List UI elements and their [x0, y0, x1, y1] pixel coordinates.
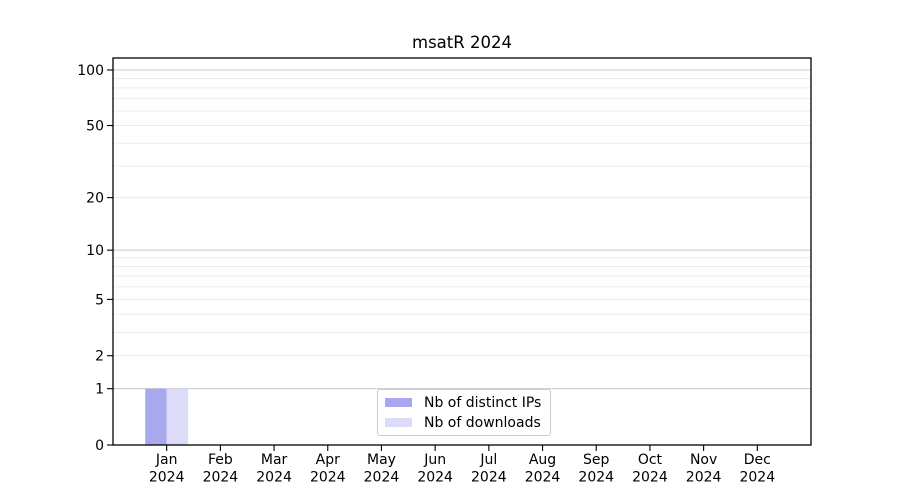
x-tick-label-month: Aug — [529, 452, 556, 468]
x-tick-label-month: Oct — [638, 452, 663, 468]
bar-nb-of-downloads-jan-2024 — [166, 388, 189, 445]
y-tick-label: 20 — [86, 191, 104, 207]
x-tick-label-year: 2024 — [471, 470, 507, 486]
y-tick-label: 10 — [86, 243, 104, 259]
x-tick-label-month: Jan — [155, 452, 178, 468]
x-tick-label-month: Feb — [208, 452, 233, 468]
x-tick-label-year: 2024 — [310, 470, 346, 486]
chart-title: msatR 2024 — [412, 33, 512, 52]
plot-frame — [112, 57, 812, 446]
y-tick-label: 5 — [95, 292, 104, 308]
x-tick-label-month: May — [367, 452, 396, 468]
legend-swatch-distinct-ips — [385, 398, 412, 407]
x-tick-label-month: Nov — [690, 452, 717, 468]
y-tick-label: 100 — [77, 63, 104, 79]
legend-item-distinct-ips: Nb of distinct IPs — [385, 395, 542, 411]
legend-item-downloads: Nb of downloads — [385, 415, 542, 431]
legend-swatch-downloads — [385, 418, 412, 427]
x-tick-label-year: 2024 — [364, 470, 400, 486]
x-tick-label-month: Sep — [583, 452, 610, 468]
x-tick-label-month: Jul — [479, 452, 497, 468]
x-tick-label-year: 2024 — [203, 470, 239, 486]
y-tick-label: 50 — [86, 119, 104, 135]
x-tick-label-month: Jun — [423, 452, 446, 468]
x-tick-label-year: 2024 — [632, 470, 668, 486]
y-tick-label: 1 — [95, 382, 104, 398]
x-tick-label-year: 2024 — [578, 470, 614, 486]
x-tick-label-month: Dec — [744, 452, 771, 468]
x-tick-label-year: 2024 — [686, 470, 722, 486]
legend-label-distinct-ips: Nb of distinct IPs — [424, 394, 542, 411]
x-tick-label-year: 2024 — [739, 470, 775, 486]
x-tick-label-year: 2024 — [525, 470, 561, 486]
legend: Nb of distinct IPs Nb of downloads — [377, 389, 551, 436]
legend-label-downloads: Nb of downloads — [424, 414, 541, 431]
y-tick-label: 0 — [95, 438, 104, 454]
x-tick-label-year: 2024 — [149, 470, 185, 486]
x-tick-label-year: 2024 — [417, 470, 453, 486]
x-tick-label-month: Apr — [316, 452, 340, 468]
y-tick-label: 2 — [95, 349, 104, 365]
x-tick-label-month: Mar — [261, 452, 288, 468]
bar-nb-of-distinct-ips-jan-2024 — [145, 388, 167, 445]
x-tick-label-year: 2024 — [256, 470, 292, 486]
